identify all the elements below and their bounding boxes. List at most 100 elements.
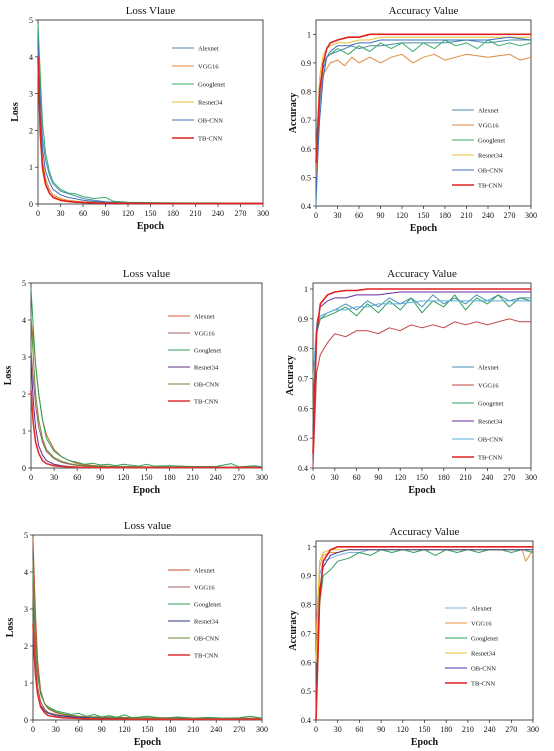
y-axis-label: Accuracy bbox=[288, 610, 299, 651]
y-tick-label: 0.9 bbox=[301, 59, 311, 68]
plot-frame bbox=[37, 19, 264, 205]
chart-title: Accuracy Value bbox=[389, 5, 459, 17]
x-tick-label: 210 bbox=[461, 211, 473, 220]
chart-panel-4: Accuracy Value Epoch Accuracy 0 30 60 90 120 150… bbox=[285, 268, 537, 496]
y-tick-label: 0.7 bbox=[301, 629, 311, 638]
y-tick-label: 2 bbox=[29, 126, 33, 135]
legend-label: OB-CNN bbox=[194, 636, 219, 643]
y-tick-label: 1 bbox=[307, 543, 311, 552]
series-line-vgg16 bbox=[32, 590, 262, 719]
chart-title: Accuracy Value bbox=[387, 268, 457, 280]
x-tick-label: 30 bbox=[52, 725, 60, 734]
x-tick-label: 60 bbox=[79, 209, 87, 218]
y-tick-label: 0.5 bbox=[301, 687, 311, 696]
series-line-googlenet bbox=[315, 549, 534, 692]
plot-frame bbox=[315, 540, 534, 721]
series-line-ob-cnn bbox=[32, 560, 262, 719]
y-axis-label: Accuracy bbox=[288, 93, 299, 134]
x-tick-label: 300 bbox=[257, 209, 269, 218]
x-tick-label: 0 bbox=[29, 473, 33, 482]
y-tick-label: 5 bbox=[29, 16, 33, 25]
x-axis-label: Epoch bbox=[410, 223, 438, 234]
legend-label: Resnet34 bbox=[478, 153, 503, 160]
legend-label: VGG16 bbox=[194, 331, 215, 338]
x-tick-label: 210 bbox=[462, 725, 474, 734]
chart-title: Loss value bbox=[124, 520, 171, 532]
y-tick-label: 0.6 bbox=[301, 145, 311, 154]
y-axis-label: Loss bbox=[5, 618, 16, 638]
y-tick-label: 0.4 bbox=[298, 464, 308, 473]
series-line-googlenet bbox=[32, 571, 263, 719]
x-tick-label: 180 bbox=[440, 725, 452, 734]
y-axis-label: Accuracy bbox=[285, 355, 296, 396]
x-tick-label: 30 bbox=[334, 725, 342, 734]
legend-label: OB-CNN bbox=[194, 382, 219, 389]
y-tick-label: 2 bbox=[22, 390, 26, 399]
x-tick-label: 0 bbox=[311, 473, 315, 482]
x-tick-label: 150 bbox=[418, 211, 430, 220]
legend-label: TB-CNN bbox=[478, 183, 503, 190]
x-tick-label: 300 bbox=[256, 725, 268, 734]
x-tick-label: 60 bbox=[73, 473, 81, 482]
x-tick-label: 90 bbox=[377, 211, 385, 220]
series-line-tb-cnn bbox=[32, 623, 262, 721]
legend-label: Resnet34 bbox=[194, 365, 219, 372]
legend-label: TB-CNN bbox=[478, 455, 503, 462]
legend-label: TB-CNN bbox=[194, 399, 219, 406]
y-tick-label: 0.8 bbox=[301, 601, 311, 610]
x-tick-label: 90 bbox=[96, 473, 104, 482]
y-tick-label: 0.4 bbox=[301, 202, 311, 211]
y-axis-label: Loss bbox=[10, 102, 21, 122]
y-tick-label: 1 bbox=[24, 679, 28, 688]
x-tick-label: 30 bbox=[50, 473, 58, 482]
y-tick-label: 5 bbox=[24, 531, 28, 540]
series-line-resnet34 bbox=[37, 64, 263, 204]
x-tick-label: 120 bbox=[122, 209, 134, 218]
y-tick-label: 1 bbox=[22, 427, 26, 436]
x-axis-label: Epoch bbox=[134, 737, 162, 748]
x-tick-label: 120 bbox=[397, 725, 409, 734]
x-tick-label: 120 bbox=[117, 473, 129, 482]
series-line-ob-cnn bbox=[315, 36, 532, 192]
x-tick-label: 0 bbox=[314, 725, 318, 734]
x-tick-label: 0 bbox=[314, 211, 318, 220]
legend-label: Alexnet bbox=[471, 606, 492, 613]
y-tick-label: 4 bbox=[24, 568, 28, 577]
y-tick-label: 0 bbox=[24, 716, 28, 725]
series-line-googlenet bbox=[37, 23, 263, 204]
plot-frame bbox=[32, 534, 263, 721]
x-tick-label: 150 bbox=[419, 725, 431, 734]
x-tick-label: 180 bbox=[164, 473, 176, 482]
y-tick-label: 0.8 bbox=[298, 345, 308, 354]
x-tick-label: 300 bbox=[525, 211, 537, 220]
x-tick-label: 180 bbox=[438, 473, 450, 482]
legend-label: Resnet34 bbox=[194, 619, 219, 626]
y-tick-label: 0 bbox=[22, 464, 26, 473]
y-tick-label: 0.5 bbox=[301, 173, 311, 182]
legend-label: Alexnet bbox=[478, 365, 499, 372]
x-tick-label: 300 bbox=[525, 473, 537, 482]
y-tick-label: 4 bbox=[22, 316, 26, 325]
x-tick-label: 270 bbox=[233, 725, 245, 734]
x-tick-label: 120 bbox=[119, 725, 131, 734]
x-tick-label: 270 bbox=[504, 211, 516, 220]
x-tick-label: 0 bbox=[31, 725, 35, 734]
x-tick-label: 60 bbox=[355, 725, 363, 734]
legend-label: VGG16 bbox=[194, 585, 215, 592]
series-line-vgg16 bbox=[30, 349, 262, 468]
legend-label: VGG16 bbox=[478, 123, 499, 130]
legend-label: Resnet34 bbox=[471, 651, 496, 658]
y-tick-label: 5 bbox=[22, 279, 26, 288]
y-axis-label: Loss bbox=[3, 366, 14, 386]
x-tick-label: 30 bbox=[331, 473, 339, 482]
legend-label: Alexnet bbox=[194, 314, 215, 321]
chart-panel-2: Accuracy Value Epoch Accuracy 0 30 60 90 120 150… bbox=[288, 5, 537, 234]
y-tick-label: 1 bbox=[304, 285, 308, 294]
x-tick-label: 240 bbox=[212, 209, 224, 218]
legend-label: Alexnet bbox=[198, 46, 219, 53]
x-tick-label: 270 bbox=[505, 725, 517, 734]
